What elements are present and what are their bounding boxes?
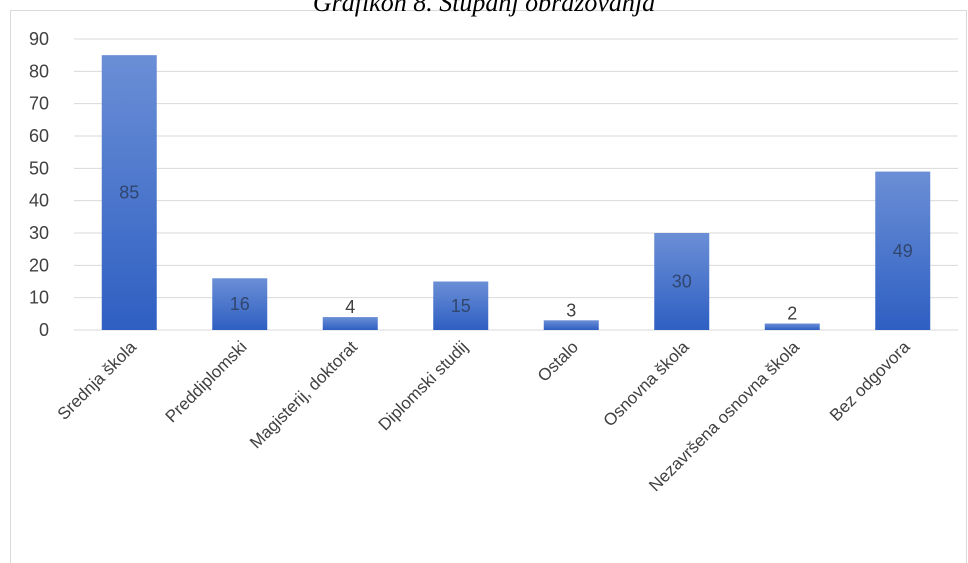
bar	[322, 317, 378, 330]
data-label: 85	[119, 183, 139, 203]
bar	[654, 233, 710, 330]
data-label: 4	[345, 297, 355, 317]
data-label: 2	[787, 304, 797, 324]
x-tick-label: Magisterij, doktorat	[246, 337, 361, 452]
bar	[101, 55, 157, 331]
y-axis: 0 10 20 30 40 50 60 70 80 90	[29, 29, 49, 340]
bar	[543, 320, 599, 330]
bar	[764, 323, 820, 330]
y-tick-label: 30	[29, 223, 49, 243]
bars	[101, 55, 931, 331]
data-label: 3	[566, 300, 576, 320]
x-tick-label: Osnovna škola	[600, 337, 693, 430]
data-labels: 85 16 4 15 3 30 2 49	[119, 183, 913, 324]
data-label: 15	[451, 296, 471, 316]
gridlines	[74, 38, 958, 331]
y-tick-label: 70	[29, 94, 49, 114]
y-tick-label: 90	[29, 29, 49, 49]
data-label: 16	[230, 294, 250, 314]
bar	[875, 171, 931, 330]
y-tick-label: 40	[29, 191, 49, 211]
x-tick-label: Preddiplomski	[162, 337, 251, 426]
y-tick-label: 0	[39, 320, 49, 340]
x-tick-label: Ostalo	[534, 337, 582, 385]
chart-title: Grafikon 8. Stupanj obrazovanja	[312, 0, 656, 17]
x-tick-label: Diplomski studij	[375, 337, 472, 434]
y-tick-label: 80	[29, 61, 49, 81]
y-tick-label: 20	[29, 255, 49, 275]
y-tick-label: 50	[29, 158, 49, 178]
data-label: 49	[893, 241, 913, 261]
bar	[433, 281, 489, 330]
y-tick-label: 10	[29, 288, 49, 308]
x-tick-label: Bez odgovora	[826, 337, 914, 425]
chart-frame	[10, 10, 967, 563]
y-tick-label: 60	[29, 126, 49, 146]
x-tick-label: Srednja škola	[54, 337, 141, 424]
data-label: 30	[672, 272, 692, 292]
bar	[212, 278, 268, 330]
